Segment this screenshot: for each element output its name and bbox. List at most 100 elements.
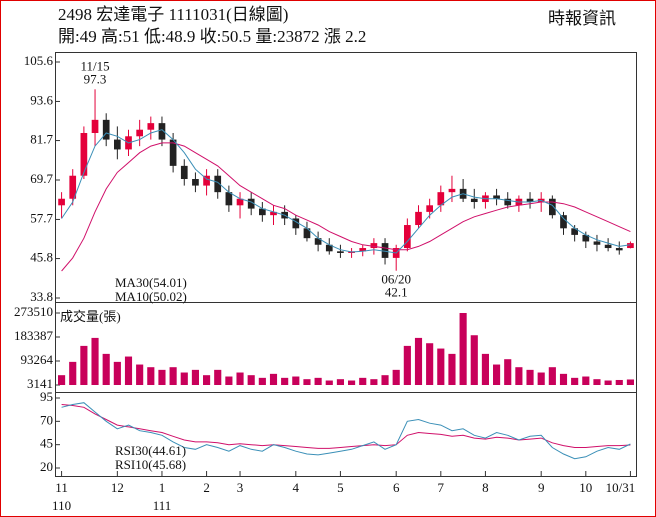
- candle-body: [214, 175, 222, 193]
- candle-body: [114, 139, 121, 150]
- volume-bar: [571, 377, 579, 385]
- volume-bar: [281, 377, 289, 385]
- candle-body: [303, 228, 311, 239]
- candle-body: [381, 243, 389, 258]
- rsi-panel: [55, 392, 637, 477]
- y-tick-label: 93.6: [30, 92, 53, 107]
- x-tick-label: 9: [538, 480, 545, 495]
- volume-bar: [459, 313, 467, 385]
- y-tick-label: 45.8: [30, 250, 53, 265]
- volume-bar: [348, 380, 356, 385]
- candle-body: [292, 218, 300, 229]
- volume-bar: [615, 379, 623, 385]
- volume-bar: [91, 337, 99, 385]
- y-tick-label: 105.6: [24, 53, 54, 68]
- volume-bar: [392, 369, 400, 385]
- annotation-date: 06/20: [381, 272, 411, 287]
- x-tick-label: 1: [159, 480, 166, 495]
- ma-line: [61, 129, 631, 254]
- y-tick-label: 57.7: [30, 210, 53, 225]
- title: 2498 宏達電子 1111031(日線圖): [58, 5, 288, 24]
- volume-bar: [604, 380, 612, 385]
- volume-bar: [124, 356, 133, 385]
- volume-bar: [414, 337, 423, 385]
- candle-body: [247, 198, 255, 209]
- quote: 開:49 高:51 低:48.9 收:50.5 量:23872 漲 2.2: [58, 27, 366, 46]
- volume-bar: [158, 369, 166, 385]
- volume-bar: [336, 379, 344, 385]
- candle-body: [136, 129, 143, 137]
- volume-bar: [437, 348, 445, 385]
- annotation-value: 42.1: [385, 285, 408, 300]
- candle-body: [582, 234, 590, 242]
- volume-bar: [370, 379, 378, 385]
- candle-body: [225, 192, 233, 206]
- volume-bar: [504, 359, 512, 385]
- candle-body: [259, 208, 266, 216]
- volume-bar: [537, 372, 545, 385]
- volume-bar: [113, 361, 121, 385]
- legend-entry: RSI10(45.68): [115, 457, 186, 472]
- candle-body: [91, 119, 99, 133]
- volume-bar: [426, 343, 434, 385]
- ma-line: [61, 142, 631, 272]
- volume-bar: [180, 372, 188, 385]
- volume-bar: [169, 367, 177, 385]
- candle-body: [615, 248, 623, 251]
- volume-bar: [303, 379, 311, 385]
- candle-body: [58, 198, 65, 206]
- legend-entry: RSI30(44.61): [115, 443, 186, 458]
- rsi-line: [61, 402, 631, 460]
- candle-body: [504, 198, 512, 206]
- volume-bar: [147, 367, 155, 385]
- candle-body: [549, 198, 556, 216]
- source: 時報資訊: [548, 9, 616, 28]
- volume-bar: [515, 367, 523, 385]
- candle-body: [158, 123, 166, 140]
- volume-bar: [214, 369, 222, 385]
- volume-bar: [203, 375, 211, 385]
- y-tick-label: 81.7: [30, 132, 53, 147]
- candle-body: [593, 241, 601, 245]
- volume-bar: [470, 335, 478, 385]
- candle-body: [571, 228, 578, 235]
- volume-bar: [593, 379, 601, 385]
- candle-body: [526, 198, 534, 203]
- rsi-line: [61, 404, 631, 449]
- y-tick-label: 45: [40, 436, 53, 451]
- y-tick-label: 273510: [14, 304, 53, 319]
- volume-bar: [69, 361, 77, 385]
- candle-body: [102, 119, 110, 140]
- volume-bar: [292, 376, 300, 385]
- candle-body: [627, 243, 634, 249]
- candle-body: [437, 192, 445, 206]
- volume-bar: [191, 369, 199, 385]
- volume-bar: [325, 380, 333, 385]
- volume-bar: [269, 373, 278, 385]
- volume-bar: [481, 353, 489, 385]
- volume-bar: [225, 376, 233, 385]
- y-tick-label: 3141: [27, 376, 53, 391]
- y-tick-label: 69.7: [30, 171, 53, 186]
- x-tick-label: 7: [438, 480, 445, 495]
- volume-bar: [102, 353, 110, 385]
- x-tick-label: 10/31: [606, 480, 636, 495]
- candle-body: [415, 211, 422, 226]
- legend-entry: 成交量(張): [60, 309, 121, 324]
- annotation-date: 11/15: [80, 58, 109, 73]
- candle-body: [448, 188, 456, 193]
- x-year-label: 110: [52, 498, 71, 513]
- y-tick-label: 20: [40, 459, 53, 474]
- x-year-label: 111: [153, 498, 172, 513]
- candle-body: [359, 248, 367, 252]
- candle-body: [493, 195, 500, 199]
- volume-bar: [314, 377, 322, 385]
- volume-bar: [403, 345, 411, 385]
- y-tick-label: 70: [40, 412, 53, 427]
- price-panel: [55, 52, 637, 303]
- legend-entry: MA30(54.01): [115, 275, 187, 290]
- volume-bar: [236, 372, 244, 385]
- y-tick-label: 183387: [14, 328, 54, 343]
- x-tick-label: 3: [237, 480, 244, 495]
